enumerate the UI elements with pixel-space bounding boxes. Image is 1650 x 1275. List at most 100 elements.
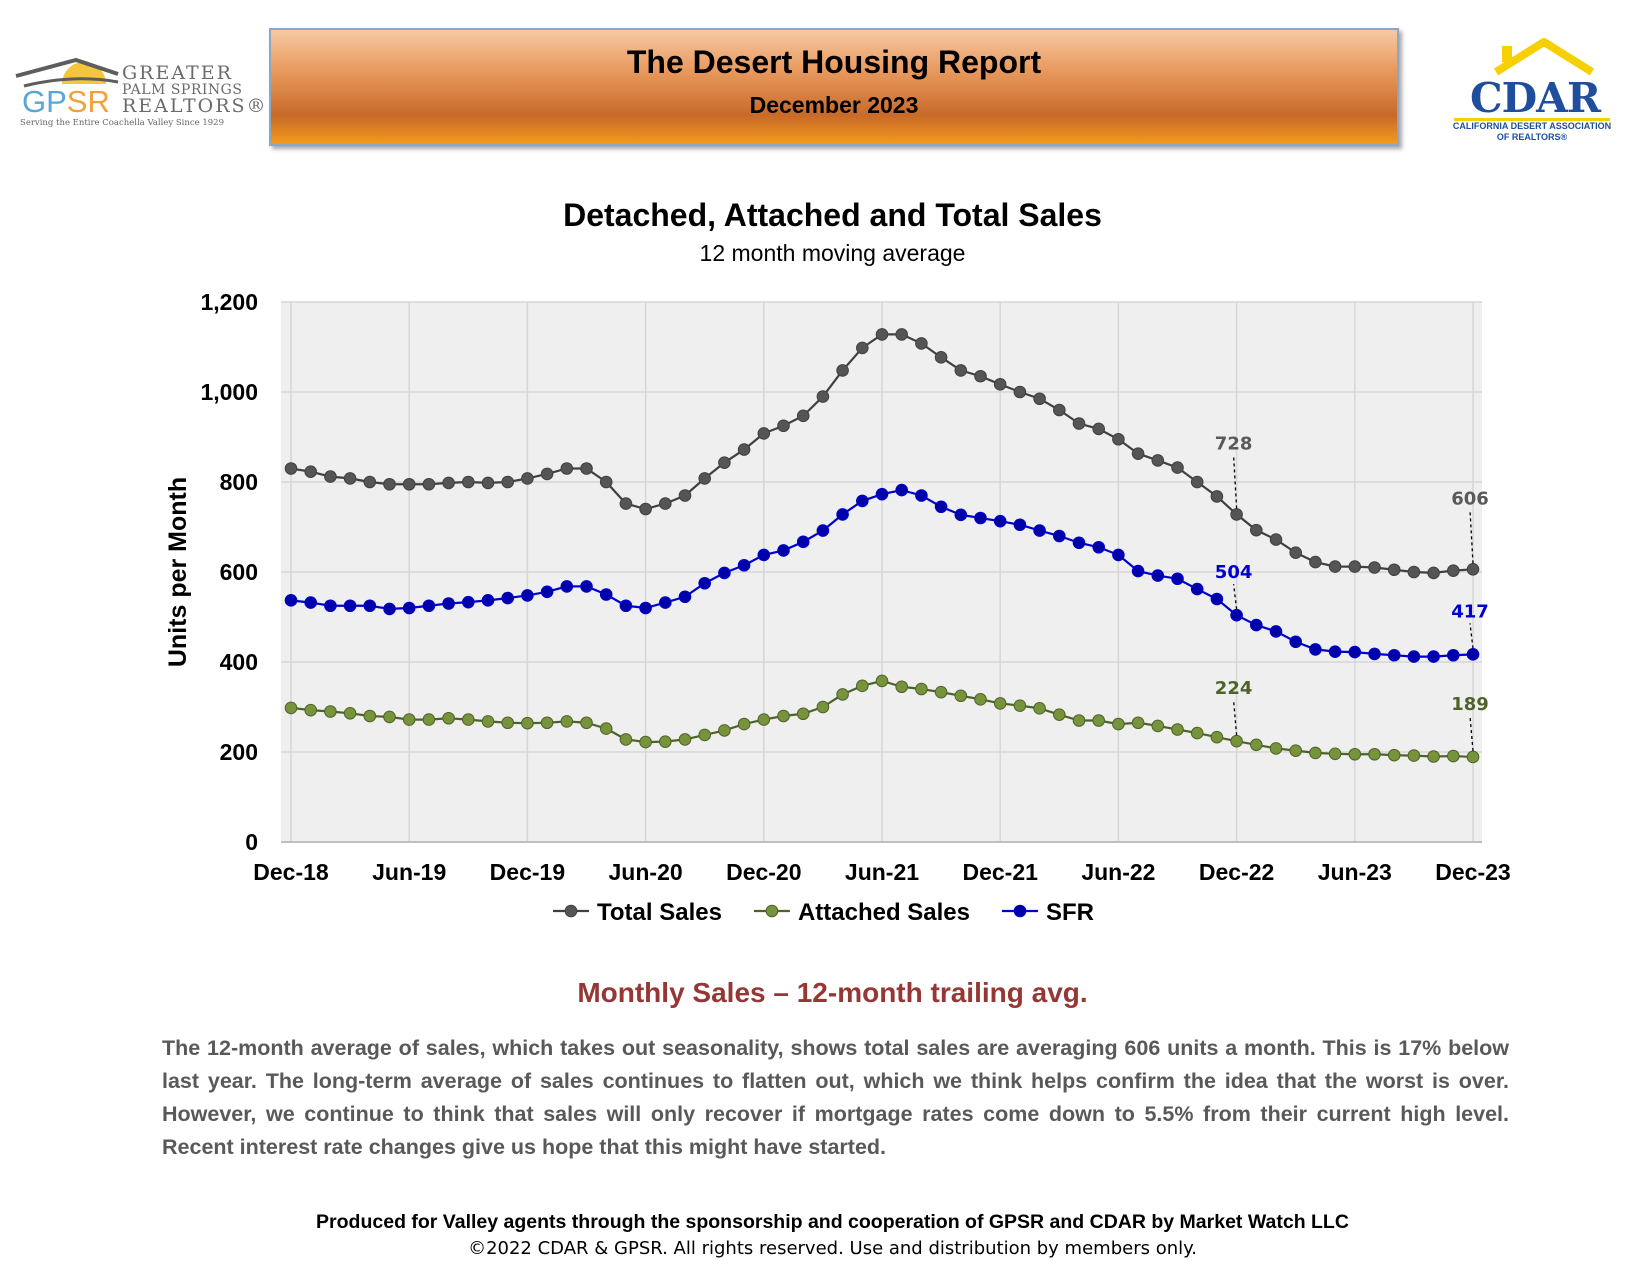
x-tick-label: Jun-20 (609, 859, 683, 885)
y-tick-label: 1,200 (200, 289, 258, 315)
data-point (284, 701, 298, 715)
data-point (698, 576, 712, 590)
data-point (1210, 592, 1224, 606)
data-point (521, 716, 534, 730)
y-tick-label: 600 (220, 559, 258, 585)
data-point (639, 735, 652, 749)
data-point (1033, 702, 1046, 715)
data-point (954, 508, 968, 522)
data-point (619, 733, 633, 746)
legend-item: SFR (1002, 899, 1094, 926)
data-point (1112, 432, 1125, 446)
data-point (856, 494, 869, 508)
data-point (737, 443, 751, 456)
data-point (442, 476, 455, 490)
data-point (1348, 747, 1362, 761)
data-point (757, 713, 771, 726)
data-point (796, 535, 810, 549)
data-point (462, 475, 475, 489)
data-point (698, 472, 712, 485)
header-banner: The Desert Housing Report December 2023 (269, 28, 1399, 146)
chart-title: Detached, Attached and Total Sales (563, 197, 1102, 233)
data-point (1427, 566, 1440, 580)
legend-swatch-marker (765, 904, 779, 918)
commentary-heading: Monthly Sales – 12-month trailing avg. (577, 977, 1088, 1008)
legend-swatch-marker (564, 904, 578, 918)
data-point (540, 585, 554, 599)
data-point (1013, 518, 1027, 532)
data-point (1289, 546, 1302, 559)
data-point (836, 508, 849, 521)
data-point (442, 711, 455, 725)
data-point (481, 594, 495, 607)
data-point (1269, 625, 1283, 638)
data-point (1230, 608, 1243, 622)
gpsr-name-line2: PALM SPRINGS (122, 82, 243, 98)
data-point (501, 475, 515, 489)
data-point (757, 548, 771, 562)
data-point (954, 689, 968, 703)
data-point (580, 580, 593, 593)
data-point (1230, 508, 1243, 521)
data-point (718, 724, 731, 737)
axes: 0 200 400 600 800 1,000 1,200 Dec-18 Jun-19 Dec-1… (200, 289, 1510, 885)
data-point (1269, 742, 1283, 755)
annotation-leader (1469, 623, 1474, 649)
data-point (1033, 524, 1046, 537)
x-tick-label: Dec-22 (1199, 859, 1274, 885)
data-label: 606 (1451, 488, 1489, 509)
legend-item: Total Sales (553, 899, 722, 926)
data-point (895, 680, 909, 694)
data-point (1190, 582, 1204, 596)
data-point (1250, 738, 1263, 752)
gpsr-abbreviation: GPSR (22, 84, 110, 119)
gpsr-name-line3: REALTORS® (122, 95, 268, 117)
data-point (1230, 734, 1243, 748)
data-point (1250, 618, 1263, 632)
data-point (915, 337, 928, 350)
data-point (540, 467, 554, 481)
data-point (757, 427, 771, 440)
data-point (659, 735, 672, 748)
data-point (1112, 717, 1125, 731)
data-point (678, 733, 692, 746)
series-group (284, 328, 1480, 764)
data-label: 417 (1451, 601, 1489, 622)
data-point (1131, 564, 1145, 578)
data-point (639, 502, 652, 516)
data-point (1151, 719, 1165, 733)
data-point (1368, 647, 1381, 661)
data-point (1368, 747, 1381, 761)
data-point (619, 497, 633, 510)
data-point (383, 477, 396, 491)
data-point (836, 688, 849, 701)
data-point (1387, 563, 1401, 577)
data-point (1466, 563, 1480, 576)
data-point (1309, 746, 1322, 760)
data-point (324, 705, 337, 718)
x-tick-label: Jun-23 (1318, 859, 1392, 885)
cdar-name-line2: OF REALTORS® (1496, 132, 1568, 142)
data-point (1053, 403, 1066, 417)
data-point (324, 470, 337, 483)
data-point (363, 599, 377, 613)
data-point (659, 497, 672, 510)
cdar-name-line1: CALIFORNIA DESERT ASSOCIATION (1452, 121, 1612, 131)
data-point (343, 599, 357, 613)
data-point (1348, 645, 1362, 659)
data-point (1092, 540, 1105, 554)
data-point (402, 601, 416, 615)
data-point (1250, 523, 1263, 537)
data-point (599, 722, 613, 735)
y-tick-label: 1,000 (200, 379, 258, 405)
data-point (856, 341, 869, 355)
x-tick-label: Dec-21 (962, 859, 1038, 885)
data-point (875, 487, 889, 501)
series-total-sales (284, 328, 1480, 580)
data-point (540, 716, 554, 730)
data-point (1466, 750, 1480, 764)
data-point (481, 715, 495, 728)
data-point (1131, 716, 1145, 730)
data-point (974, 369, 987, 383)
data-point (501, 716, 515, 730)
